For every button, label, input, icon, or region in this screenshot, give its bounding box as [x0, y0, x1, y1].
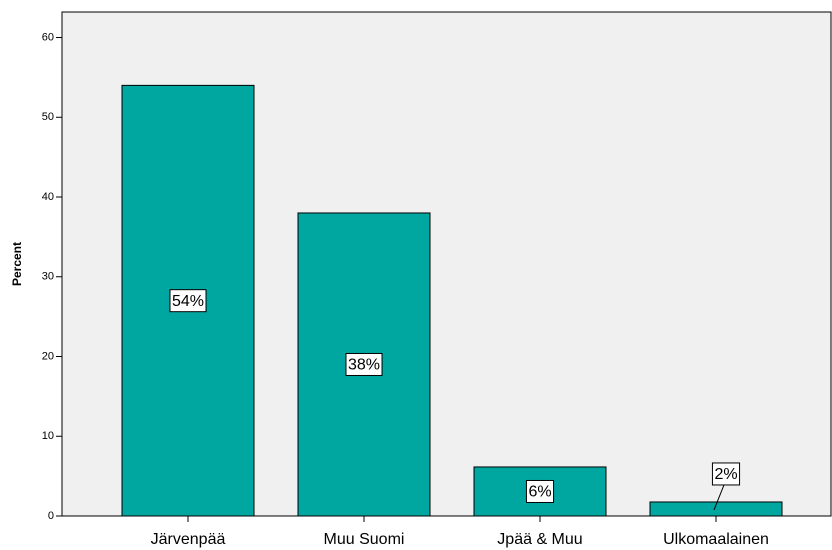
- y-axis-label: Percent: [10, 242, 24, 286]
- x-tick-label: Jpää & Muu: [497, 531, 582, 548]
- data-label-box: [711, 462, 741, 486]
- data-label: 2%: [714, 466, 737, 483]
- data-label-box: [169, 289, 207, 313]
- data-label-box: [525, 479, 555, 503]
- data-label-box: [345, 352, 383, 376]
- y-tick-label: 20: [42, 350, 54, 362]
- y-tick-label: 40: [42, 191, 54, 203]
- leader-line: [713, 484, 725, 511]
- y-tick-label: 10: [42, 430, 54, 442]
- y-tick-label: 30: [42, 271, 54, 283]
- data-label: 38%: [348, 357, 380, 374]
- data-label: 6%: [528, 484, 551, 501]
- x-tick-label: Ulkomaalainen: [663, 531, 769, 548]
- x-tick-label: Muu Suomi: [324, 531, 405, 548]
- y-tick-label: 50: [42, 111, 54, 123]
- data-label: 54%: [172, 293, 204, 310]
- y-tick-label: 60: [42, 31, 54, 43]
- x-tick-label: Järvenpää: [151, 531, 226, 548]
- y-tick-label: 0: [48, 510, 54, 522]
